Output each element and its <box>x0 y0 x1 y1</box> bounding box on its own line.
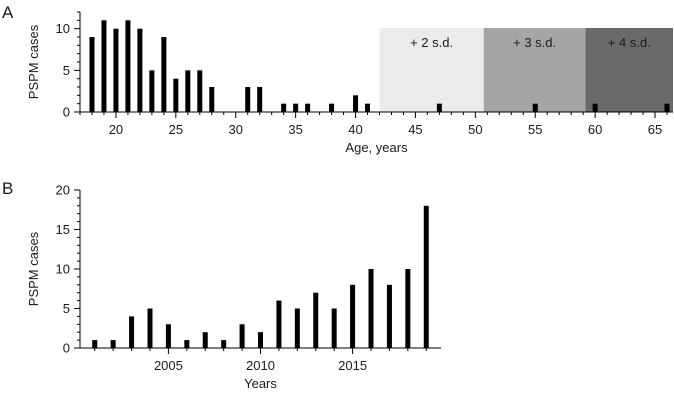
bar <box>110 340 116 348</box>
x-tick-label: 35 <box>288 122 302 137</box>
sd-band-2 <box>379 28 484 112</box>
bar <box>329 103 335 112</box>
bar <box>101 20 107 112</box>
sd-band-4 <box>585 28 673 112</box>
bar <box>350 284 356 348</box>
bar <box>368 269 374 348</box>
bar <box>532 103 538 112</box>
bar <box>161 37 167 112</box>
bar <box>423 205 429 348</box>
bar <box>147 308 153 348</box>
bar <box>209 87 215 112</box>
bar <box>294 308 300 348</box>
bar <box>137 28 143 113</box>
sd-band-3 <box>483 28 586 112</box>
x-tick-label: 30 <box>229 122 243 137</box>
bar <box>165 324 171 348</box>
bar <box>184 340 190 348</box>
y-tick-label: 10 <box>56 262 70 277</box>
bar <box>89 37 95 112</box>
x-tick-label: 20 <box>109 122 123 137</box>
bar <box>125 20 131 112</box>
x-tick-label: 2005 <box>154 358 183 373</box>
bar <box>405 269 411 348</box>
sd-band-label: + 4 s.d. <box>608 35 651 50</box>
bar <box>173 78 179 112</box>
x-tick-label: 2015 <box>338 358 367 373</box>
bar <box>313 292 319 348</box>
bar <box>592 103 598 112</box>
bar <box>276 300 282 348</box>
bar <box>202 332 208 348</box>
bar <box>331 308 337 348</box>
bar <box>239 324 245 348</box>
bar <box>293 103 299 112</box>
x-tick-label: 40 <box>348 122 362 137</box>
bar <box>113 28 119 113</box>
panel-a-letter: A <box>2 3 14 22</box>
y-axis-title: PSPM cases <box>26 24 41 99</box>
bar <box>305 103 311 112</box>
bar <box>365 103 371 112</box>
x-tick-label: 65 <box>648 122 662 137</box>
bar <box>185 70 191 112</box>
bar <box>281 103 287 112</box>
panel-a-chart: + 2 s.d. + 3 s.d. + 4 s.d. 0 5 10 20 25 30 35 40 45… <box>26 11 673 155</box>
y-tick-label: 10 <box>56 21 70 36</box>
bar <box>664 103 670 112</box>
x-axis-title: Age, years <box>345 140 408 155</box>
bar <box>353 95 359 112</box>
panel-b-chart: 0 5 10 15 20 2005 2010 2015 Years PSPM cases <box>26 183 441 391</box>
y-tick-label: 0 <box>63 105 70 120</box>
sd-band-label: + 3 s.d. <box>513 35 556 50</box>
bar <box>221 340 227 348</box>
bar <box>386 284 392 348</box>
y-tick-label: 0 <box>63 341 70 356</box>
y-tick-label: 20 <box>56 183 70 198</box>
y-tick-label: 5 <box>63 63 70 78</box>
bar <box>149 70 155 112</box>
panel-b-letter: B <box>2 179 13 198</box>
bar <box>197 70 203 112</box>
bar <box>92 340 98 348</box>
x-tick-label: 50 <box>468 122 482 137</box>
bar <box>257 87 263 112</box>
y-axis-title: PSPM cases <box>26 231 41 306</box>
x-axis-title: Years <box>244 376 277 391</box>
y-tick-label: 5 <box>63 301 70 316</box>
x-tick-label: 25 <box>169 122 183 137</box>
bar <box>245 87 251 112</box>
sd-band-label: + 2 s.d. <box>410 35 453 50</box>
x-tick-label: 60 <box>588 122 602 137</box>
x-tick-label: 2010 <box>246 358 275 373</box>
y-tick-label: 15 <box>56 222 70 237</box>
bar <box>258 332 263 348</box>
x-tick-label: 55 <box>528 122 542 137</box>
x-tick-label: 45 <box>408 122 422 137</box>
bar <box>129 316 135 348</box>
bar <box>436 103 442 112</box>
